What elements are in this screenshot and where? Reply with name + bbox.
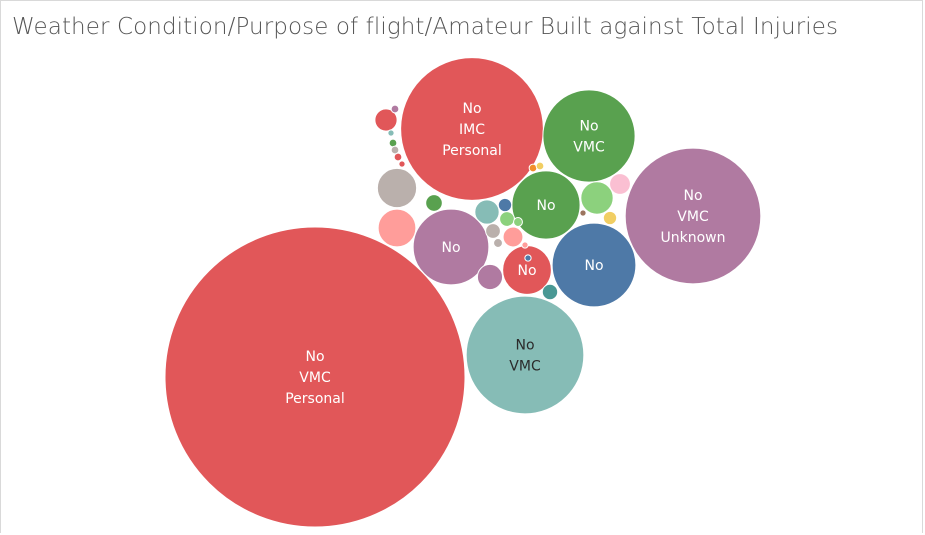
- bubble-mark[interactable]: [164, 226, 466, 528]
- bubble-label: VMC: [677, 209, 709, 225]
- bubble-no-blue[interactable]: No: [551, 222, 637, 308]
- bubble-mark[interactable]: [465, 295, 585, 415]
- bubble-mark[interactable]: [502, 226, 524, 248]
- bubble-mark[interactable]: [513, 217, 523, 227]
- bubble-small-teal[interactable]: [474, 199, 500, 225]
- bubble-mark[interactable]: [521, 241, 529, 249]
- bubble-mark[interactable]: [602, 210, 618, 226]
- bubble-tiny-9[interactable]: [398, 160, 406, 168]
- bubble-tiny-1[interactable]: [513, 217, 523, 227]
- bubble-mark[interactable]: [374, 108, 398, 132]
- bubble-mark[interactable]: [387, 129, 395, 137]
- bubble-mark[interactable]: [580, 181, 614, 215]
- bubble-label: No: [584, 258, 603, 274]
- bubble-mark[interactable]: [425, 194, 443, 212]
- bubble-mark[interactable]: [541, 283, 559, 301]
- bubble-tiny-2[interactable]: [493, 238, 503, 248]
- bubble-no-purple[interactable]: No: [412, 208, 490, 286]
- bubble-tiny-5[interactable]: [390, 104, 400, 114]
- bubble-mark[interactable]: [535, 161, 545, 171]
- bubble-small-gray[interactable]: [376, 167, 418, 209]
- bubble-mark[interactable]: [493, 238, 503, 248]
- bubble-tiny-7[interactable]: [535, 161, 545, 171]
- bubble-mark[interactable]: [390, 104, 400, 114]
- bubble-tiny-6[interactable]: [528, 163, 538, 173]
- bubble-tiny-3[interactable]: [388, 138, 398, 148]
- bubble-no-vmc-teal[interactable]: No VMC: [465, 295, 585, 415]
- bubble-small-salmon[interactable]: [502, 226, 524, 248]
- bubble-small-blue[interactable]: [497, 197, 513, 213]
- bubble-mark[interactable]: [499, 211, 515, 227]
- bubble-small-red[interactable]: [374, 108, 398, 132]
- bubble-mark[interactable]: [377, 208, 417, 248]
- bubble-no-vmc-unknown[interactable]: No VMC Unknown: [624, 147, 762, 285]
- bubble-no-green[interactable]: No: [511, 170, 581, 240]
- bubble-label: No: [305, 349, 324, 365]
- bubble-mark[interactable]: [388, 138, 398, 148]
- chart-title: Weather Condition/Purpose of flight/Amat…: [12, 14, 839, 40]
- bubble-label: VMC: [573, 140, 605, 156]
- bubble-label: No: [515, 338, 534, 354]
- bubble-tiny-13[interactable]: [524, 254, 532, 262]
- bubble-small-purple[interactable]: [476, 263, 504, 291]
- bubble-label: Unknown: [661, 230, 726, 246]
- bubble-label: VMC: [299, 370, 331, 386]
- bubble-label: IMC: [459, 122, 485, 138]
- bubble-mark[interactable]: [390, 145, 400, 155]
- bubble-label: No: [462, 101, 481, 117]
- bubble-small-lightpink[interactable]: [609, 173, 631, 195]
- bubble-label: No: [579, 119, 598, 135]
- bubble-mark[interactable]: [376, 167, 418, 209]
- bubble-mark[interactable]: [474, 199, 500, 225]
- bubble-mark[interactable]: [609, 173, 631, 195]
- bubble-mark[interactable]: [551, 222, 637, 308]
- bubble-small-gray2[interactable]: [485, 223, 501, 239]
- bubble-tiny-12[interactable]: [387, 129, 395, 137]
- bubble-tiny-11[interactable]: [521, 241, 529, 249]
- bubble-small-yellow[interactable]: [602, 210, 618, 226]
- bubble-mark[interactable]: [624, 147, 762, 285]
- bubble-mark[interactable]: [524, 254, 532, 262]
- bubble-label: Personal: [285, 391, 345, 407]
- bubble-mark[interactable]: [528, 163, 538, 173]
- bubble-label: No: [441, 240, 460, 256]
- bubble-no-vmc-green[interactable]: No VMC: [542, 89, 636, 183]
- bubble-small-lightgreen2[interactable]: [499, 211, 515, 227]
- bubble-mark[interactable]: [398, 160, 406, 168]
- bubble-no-imc-personal[interactable]: No IMC Personal: [400, 57, 544, 201]
- bubble-label: Personal: [442, 143, 502, 159]
- bubble-label: No: [683, 188, 702, 204]
- bubble-label: No: [517, 263, 536, 279]
- bubble-small-pink[interactable]: [377, 208, 417, 248]
- bubble-tiny-10[interactable]: [579, 209, 587, 217]
- bubble-label: VMC: [509, 359, 541, 375]
- bubble-mark[interactable]: [412, 208, 490, 286]
- bubble-small-lightgreen[interactable]: [580, 181, 614, 215]
- bubble-mark[interactable]: [497, 197, 513, 213]
- bubble-tiny-8[interactable]: [390, 145, 400, 155]
- bubble-small-teal2[interactable]: [541, 283, 559, 301]
- bubble-label: No: [536, 198, 555, 214]
- bubble-mark[interactable]: [542, 89, 636, 183]
- bubble-mark[interactable]: [579, 209, 587, 217]
- bubble-no-vmc-personal[interactable]: No VMC Personal: [164, 226, 466, 528]
- bubble-mark[interactable]: [485, 223, 501, 239]
- bubble-small-green2[interactable]: [425, 194, 443, 212]
- bubble-mark[interactable]: [476, 263, 504, 291]
